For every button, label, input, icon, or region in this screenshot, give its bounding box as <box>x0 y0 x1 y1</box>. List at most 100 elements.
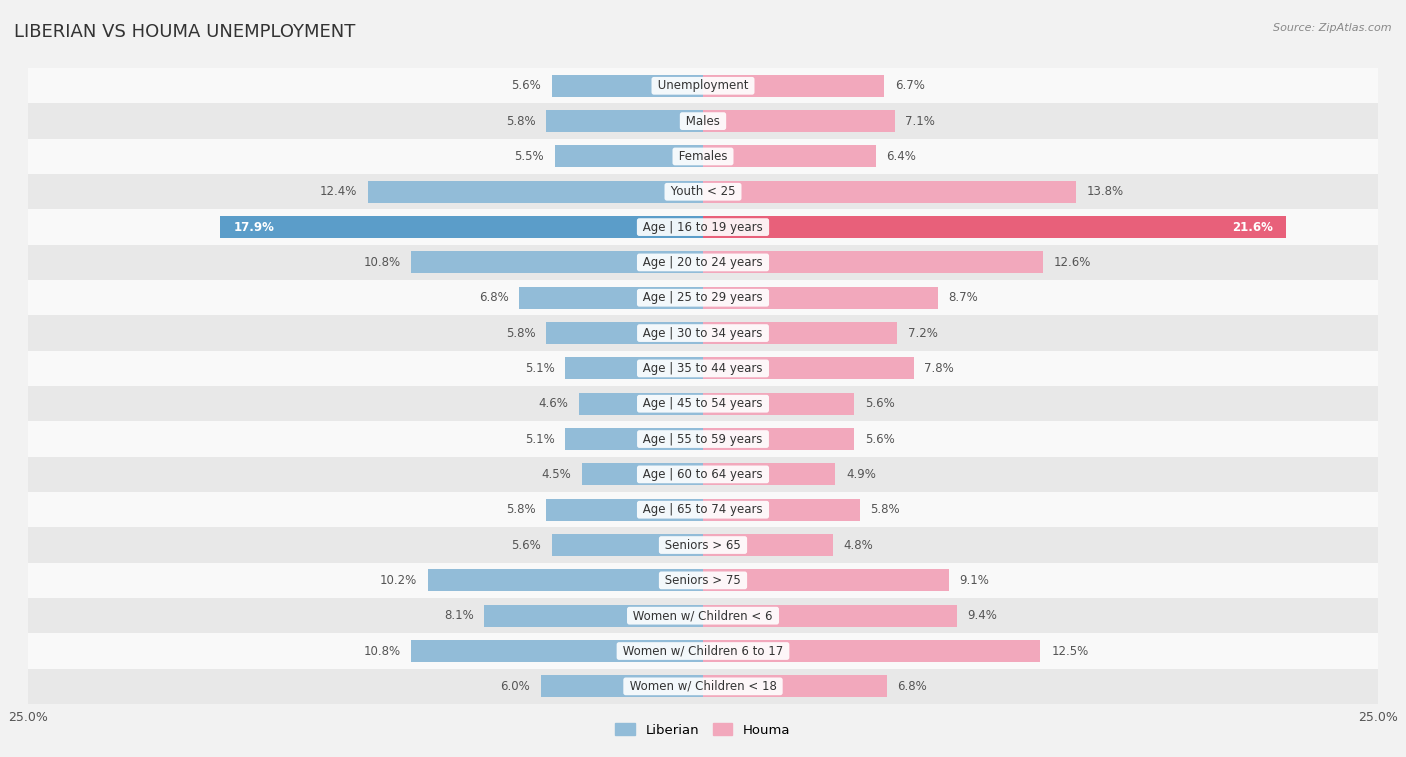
Bar <box>28 350 1378 386</box>
Text: 13.8%: 13.8% <box>1087 185 1123 198</box>
Text: 10.2%: 10.2% <box>380 574 416 587</box>
Text: Youth < 25: Youth < 25 <box>666 185 740 198</box>
Text: 5.6%: 5.6% <box>512 79 541 92</box>
Text: 6.8%: 6.8% <box>897 680 927 693</box>
Bar <box>703 75 884 97</box>
Text: Age | 25 to 29 years: Age | 25 to 29 years <box>640 291 766 304</box>
Bar <box>703 534 832 556</box>
Bar <box>551 75 703 97</box>
Bar <box>554 145 703 167</box>
Bar <box>579 393 703 415</box>
Bar <box>541 675 703 697</box>
Legend: Liberian, Houma: Liberian, Houma <box>610 718 796 742</box>
Text: Seniors > 65: Seniors > 65 <box>661 538 745 552</box>
Bar <box>28 210 1378 245</box>
Text: 8.1%: 8.1% <box>444 609 474 622</box>
Text: 4.6%: 4.6% <box>538 397 568 410</box>
Bar <box>582 463 703 485</box>
Text: 4.5%: 4.5% <box>541 468 571 481</box>
Bar <box>703 463 835 485</box>
Bar <box>28 245 1378 280</box>
Bar <box>551 534 703 556</box>
Bar <box>703 287 938 309</box>
Text: 21.6%: 21.6% <box>1232 220 1272 234</box>
Text: 5.6%: 5.6% <box>865 397 894 410</box>
Text: LIBERIAN VS HOUMA UNEMPLOYMENT: LIBERIAN VS HOUMA UNEMPLOYMENT <box>14 23 356 41</box>
Text: Women w/ Children < 6: Women w/ Children < 6 <box>630 609 776 622</box>
Bar <box>703 111 894 132</box>
Bar <box>28 422 1378 456</box>
Text: 17.9%: 17.9% <box>233 220 274 234</box>
Bar <box>368 181 703 203</box>
Text: 10.8%: 10.8% <box>364 644 401 658</box>
Text: 5.8%: 5.8% <box>506 326 536 340</box>
Bar <box>565 428 703 450</box>
Text: 5.1%: 5.1% <box>524 432 554 446</box>
Text: Age | 16 to 19 years: Age | 16 to 19 years <box>640 220 766 234</box>
Bar <box>703 181 1076 203</box>
Text: 5.1%: 5.1% <box>524 362 554 375</box>
Bar <box>519 287 703 309</box>
Bar <box>28 280 1378 316</box>
Bar <box>703 217 1286 238</box>
Bar <box>28 562 1378 598</box>
Text: Women w/ Children < 18: Women w/ Children < 18 <box>626 680 780 693</box>
Bar <box>28 634 1378 668</box>
Bar <box>565 357 703 379</box>
Text: Age | 45 to 54 years: Age | 45 to 54 years <box>640 397 766 410</box>
Text: 5.8%: 5.8% <box>506 503 536 516</box>
Text: 5.6%: 5.6% <box>865 432 894 446</box>
Text: Seniors > 75: Seniors > 75 <box>661 574 745 587</box>
Bar <box>703 251 1043 273</box>
Bar <box>703 605 956 627</box>
Text: 6.0%: 6.0% <box>501 680 530 693</box>
Bar <box>547 111 703 132</box>
Bar <box>28 528 1378 562</box>
Bar <box>28 492 1378 528</box>
Text: 4.9%: 4.9% <box>846 468 876 481</box>
Text: 9.1%: 9.1% <box>959 574 990 587</box>
Text: Age | 65 to 74 years: Age | 65 to 74 years <box>640 503 766 516</box>
Text: 7.1%: 7.1% <box>905 114 935 128</box>
Text: Source: ZipAtlas.com: Source: ZipAtlas.com <box>1274 23 1392 33</box>
Bar <box>219 217 703 238</box>
Bar <box>703 393 855 415</box>
Text: 5.5%: 5.5% <box>515 150 544 163</box>
Bar <box>28 174 1378 210</box>
Bar <box>703 357 914 379</box>
Text: 12.4%: 12.4% <box>321 185 357 198</box>
Text: 10.8%: 10.8% <box>364 256 401 269</box>
Text: 9.4%: 9.4% <box>967 609 997 622</box>
Text: Age | 30 to 34 years: Age | 30 to 34 years <box>640 326 766 340</box>
Text: Females: Females <box>675 150 731 163</box>
Text: 5.8%: 5.8% <box>506 114 536 128</box>
Bar <box>703 145 876 167</box>
Text: 12.5%: 12.5% <box>1052 644 1088 658</box>
Bar <box>547 322 703 344</box>
Text: 12.6%: 12.6% <box>1054 256 1091 269</box>
Bar <box>28 456 1378 492</box>
Text: 5.6%: 5.6% <box>512 538 541 552</box>
Bar <box>28 386 1378 422</box>
Bar <box>703 640 1040 662</box>
Text: 5.8%: 5.8% <box>870 503 900 516</box>
Text: Males: Males <box>682 114 724 128</box>
Text: 4.8%: 4.8% <box>844 538 873 552</box>
Text: 6.7%: 6.7% <box>894 79 925 92</box>
Text: Women w/ Children 6 to 17: Women w/ Children 6 to 17 <box>619 644 787 658</box>
Text: Age | 35 to 44 years: Age | 35 to 44 years <box>640 362 766 375</box>
Text: Age | 20 to 24 years: Age | 20 to 24 years <box>640 256 766 269</box>
Bar <box>703 322 897 344</box>
Bar <box>28 316 1378 350</box>
Text: 6.4%: 6.4% <box>887 150 917 163</box>
Bar <box>28 598 1378 634</box>
Bar <box>427 569 703 591</box>
Text: 8.7%: 8.7% <box>949 291 979 304</box>
Bar <box>28 668 1378 704</box>
Text: Age | 60 to 64 years: Age | 60 to 64 years <box>640 468 766 481</box>
Bar <box>703 499 859 521</box>
Bar <box>703 675 887 697</box>
Bar <box>703 569 949 591</box>
Text: 7.8%: 7.8% <box>924 362 955 375</box>
Bar <box>412 251 703 273</box>
